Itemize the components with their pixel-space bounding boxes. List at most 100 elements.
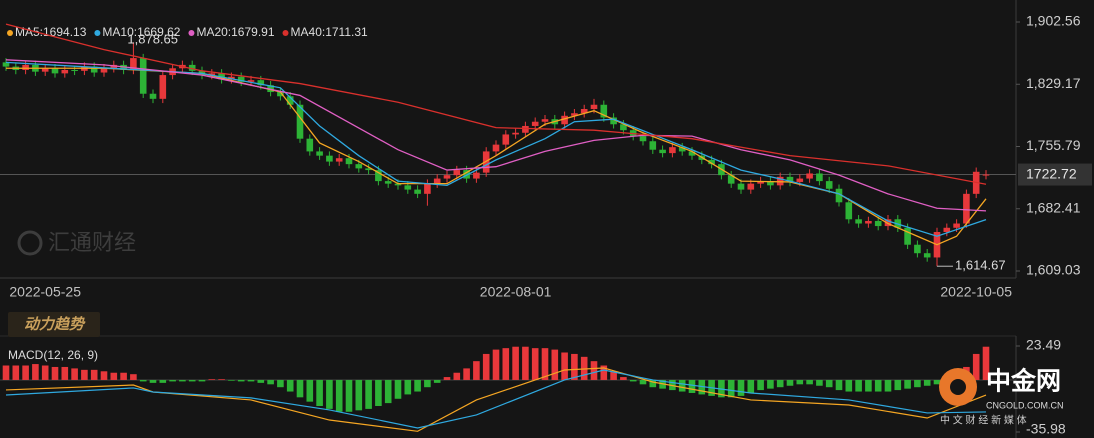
candle-body bbox=[669, 147, 676, 154]
macd-bar bbox=[678, 379, 686, 392]
candle-body bbox=[71, 69, 78, 71]
macd-bar bbox=[139, 379, 147, 382]
macd-bar bbox=[394, 379, 402, 399]
macd-bar bbox=[208, 379, 216, 380]
macd-bar bbox=[316, 379, 323, 406]
candle-body bbox=[884, 219, 892, 227]
macd-bar bbox=[404, 379, 412, 395]
macd-bar bbox=[639, 379, 647, 385]
candle-body bbox=[90, 66, 98, 73]
macd-bar bbox=[365, 379, 372, 409]
macd-bar bbox=[884, 379, 892, 392]
candle-body bbox=[149, 93, 157, 99]
macd-bar bbox=[188, 379, 196, 382]
candle-body bbox=[522, 125, 529, 133]
macd-bar bbox=[610, 371, 617, 380]
legend-marker bbox=[282, 30, 289, 36]
candle-body bbox=[678, 147, 686, 152]
candle-body bbox=[845, 202, 853, 220]
macd-bar bbox=[218, 379, 225, 380]
macd-bar bbox=[933, 379, 941, 385]
y-tick-label: 1,755.79 bbox=[1026, 137, 1081, 153]
macd-bar bbox=[228, 379, 235, 381]
candle-body bbox=[649, 141, 657, 150]
high-annotation: 1,878.65 bbox=[127, 32, 178, 47]
candle-body bbox=[61, 69, 69, 74]
macd-bar bbox=[629, 379, 637, 382]
legend-marker bbox=[188, 30, 195, 36]
macd-bar bbox=[776, 379, 784, 388]
candle-body bbox=[914, 244, 921, 254]
candle-body bbox=[208, 73, 216, 76]
macd-bar bbox=[296, 379, 304, 398]
legend-label: MA20:1679.91 bbox=[196, 25, 274, 39]
candle-body bbox=[453, 170, 461, 176]
macd-bar bbox=[277, 379, 284, 388]
macd-bar bbox=[110, 372, 118, 380]
candle-body bbox=[502, 134, 510, 145]
candle-body bbox=[433, 178, 441, 184]
candle-body bbox=[571, 113, 578, 116]
candle-body bbox=[316, 151, 323, 156]
macd-bar bbox=[71, 368, 78, 380]
candle-body bbox=[825, 181, 833, 189]
candle-body bbox=[512, 132, 519, 135]
watermark-icon bbox=[17, 230, 43, 256]
macd-bar bbox=[923, 379, 931, 386]
legend-label: MA10:1669.62 bbox=[102, 25, 180, 39]
macd-bar bbox=[306, 379, 314, 402]
candle-body bbox=[590, 104, 598, 110]
macd-bar bbox=[443, 377, 451, 380]
macd-bar bbox=[414, 379, 421, 392]
candle-body bbox=[786, 176, 794, 182]
candle-body bbox=[727, 175, 735, 184]
macd-bar bbox=[972, 353, 980, 380]
candle-body bbox=[963, 193, 970, 224]
logo-domain: CNGOLD.COM.CN bbox=[986, 400, 1064, 410]
candle-body bbox=[874, 220, 882, 227]
macd-bar bbox=[502, 348, 510, 380]
y-tick-label: 1,682.41 bbox=[1026, 199, 1081, 215]
macd-bar bbox=[747, 379, 755, 393]
macd-bar bbox=[326, 379, 333, 409]
candle-body bbox=[776, 176, 784, 186]
logo-name: 中金网 bbox=[986, 367, 1061, 396]
candle-body bbox=[482, 151, 490, 173]
candle-body bbox=[345, 158, 353, 165]
logo: 中金网 CNGOLD.COM.CN 中 文 财 经 新 媒 体 bbox=[939, 367, 1064, 427]
macd-bar bbox=[786, 379, 794, 386]
macd-bar bbox=[453, 372, 461, 380]
candle-body bbox=[384, 181, 392, 184]
candle-body bbox=[228, 76, 235, 80]
macd-bar bbox=[512, 346, 519, 380]
macd-bar bbox=[149, 379, 157, 383]
y-tick-label: 1,609.03 bbox=[1026, 262, 1081, 278]
candle-body bbox=[335, 158, 343, 162]
candle-body bbox=[286, 96, 294, 105]
macd-bar bbox=[982, 346, 990, 380]
macd-bar bbox=[894, 379, 902, 391]
macd-title: MACD(12, 26, 9) bbox=[8, 348, 98, 362]
candle-body bbox=[463, 170, 470, 179]
macd-bar bbox=[41, 365, 49, 380]
candle-body bbox=[659, 149, 666, 154]
macd-bar bbox=[130, 374, 137, 380]
candle-body bbox=[130, 58, 137, 70]
macd-bar bbox=[267, 379, 274, 385]
candle-body bbox=[267, 85, 274, 93]
macd-bar bbox=[61, 366, 69, 380]
legend-label: MA5:1694.13 bbox=[15, 25, 87, 39]
candle-body bbox=[159, 75, 167, 99]
macd-bar bbox=[914, 379, 921, 388]
macd-bar bbox=[179, 379, 186, 382]
macd-bar bbox=[169, 379, 176, 382]
macd-bar bbox=[835, 379, 843, 391]
candle-body bbox=[139, 58, 147, 94]
candle-body bbox=[855, 219, 862, 224]
macd-bar bbox=[541, 348, 549, 380]
macd-bar bbox=[12, 365, 20, 380]
candle-body bbox=[923, 253, 931, 258]
y-tick-label: 1,902.56 bbox=[1026, 13, 1081, 29]
candle-body bbox=[375, 170, 382, 182]
